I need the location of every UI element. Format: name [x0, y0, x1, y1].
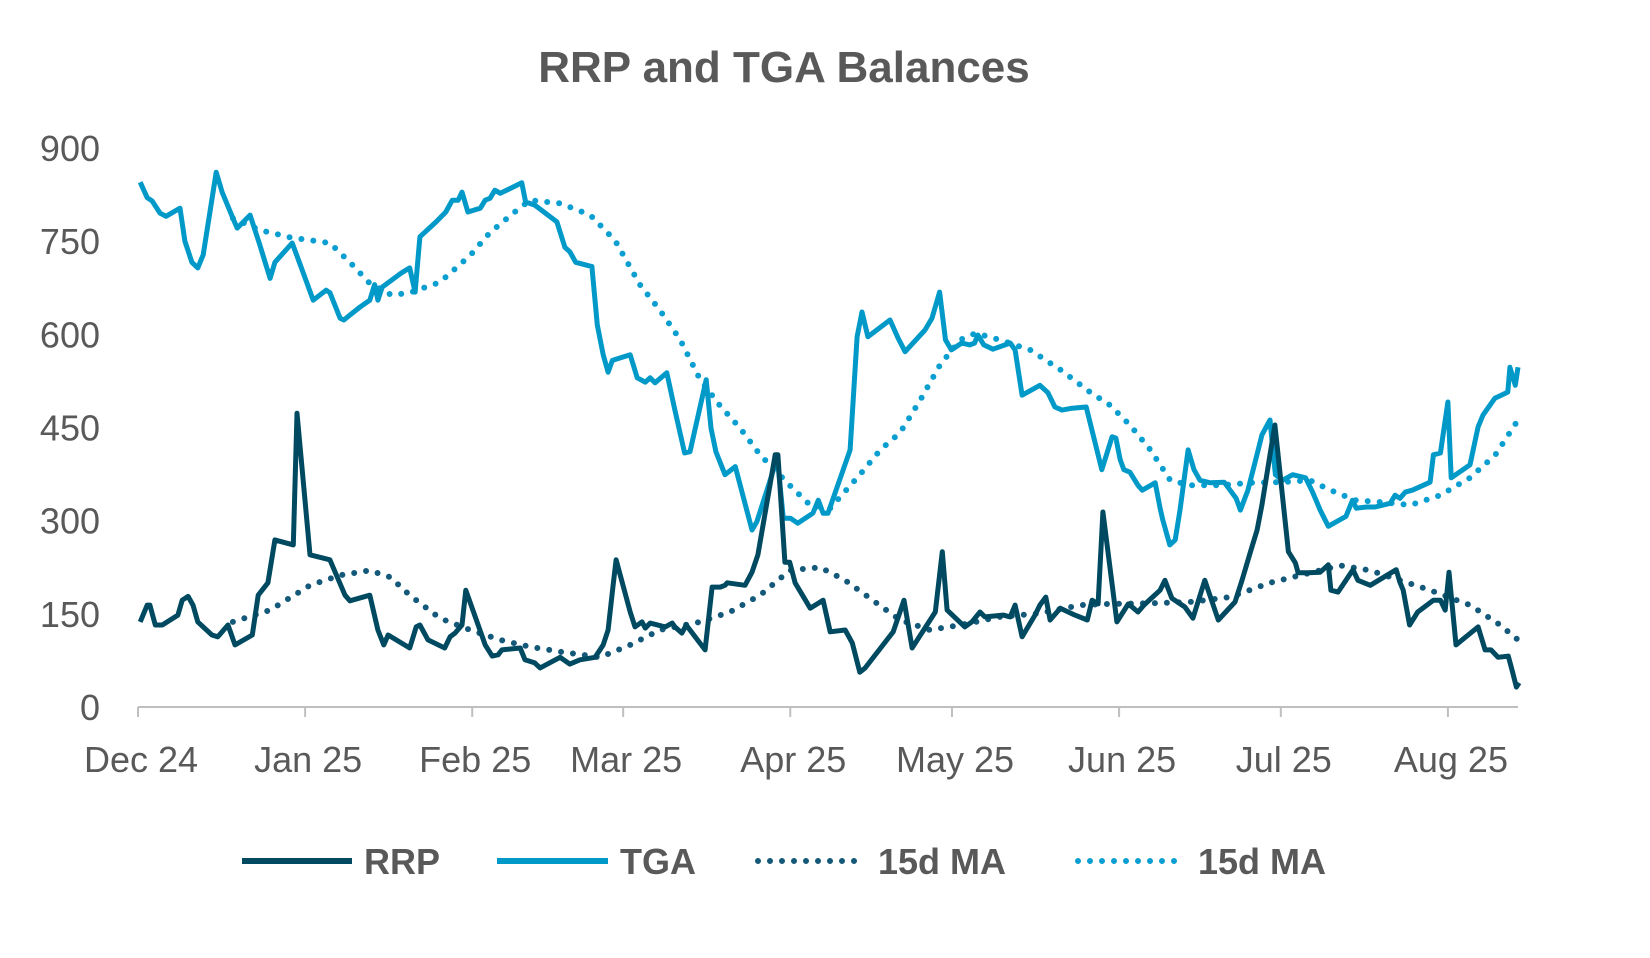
- x-tick-label: Apr 25: [740, 739, 846, 780]
- y-tick-label: 450: [40, 408, 100, 449]
- series-line-rrp-ma: [229, 562, 1521, 661]
- y-tick-label: 0: [80, 687, 100, 728]
- x-tick-label: Jun 25: [1068, 739, 1176, 780]
- legend-item-tga[interactable]: TGA: [497, 841, 696, 882]
- x-tick-label: Aug 25: [1394, 739, 1508, 780]
- x-tick-label: May 25: [896, 739, 1014, 780]
- x-tick-label: Mar 25: [570, 739, 682, 780]
- y-axis: 0 150 300 450 600 750 900: [40, 128, 100, 728]
- legend-label-tga-ma: 15d MA: [1198, 841, 1326, 882]
- y-tick-label: 900: [40, 128, 100, 169]
- plot-area: [137, 169, 1522, 690]
- x-axis: Dec 24 Jan 25 Feb 25 Mar 25 Apr 25 May 25 Jun …: [84, 706, 1518, 780]
- series-line-tga-ma: [229, 197, 1521, 512]
- x-tick-label: Jul 25: [1236, 739, 1332, 780]
- series-line-rrp: [137, 410, 1522, 690]
- legend-item-tga-ma[interactable]: 15d MA: [1075, 841, 1326, 882]
- legend-item-rrp[interactable]: RRP: [242, 841, 440, 882]
- legend-label-tga: TGA: [620, 841, 696, 882]
- x-tick-label: Dec 24: [84, 739, 198, 780]
- x-tick-label: Jan 25: [254, 739, 362, 780]
- series-line-tga: [137, 169, 1521, 548]
- y-tick-label: 150: [40, 594, 100, 635]
- y-tick-label: 600: [40, 314, 100, 355]
- chart-title: RRP and TGA Balances: [538, 43, 1029, 92]
- y-tick-label: 300: [40, 501, 100, 542]
- y-tick-label: 750: [40, 221, 100, 262]
- x-tick-label: Feb 25: [419, 739, 531, 780]
- legend: RRP TGA 15d MA 15d MA: [242, 841, 1326, 882]
- legend-label-rrp-ma: 15d MA: [878, 841, 1006, 882]
- legend-item-rrp-ma[interactable]: 15d MA: [755, 841, 1006, 882]
- legend-label-rrp: RRP: [364, 841, 440, 882]
